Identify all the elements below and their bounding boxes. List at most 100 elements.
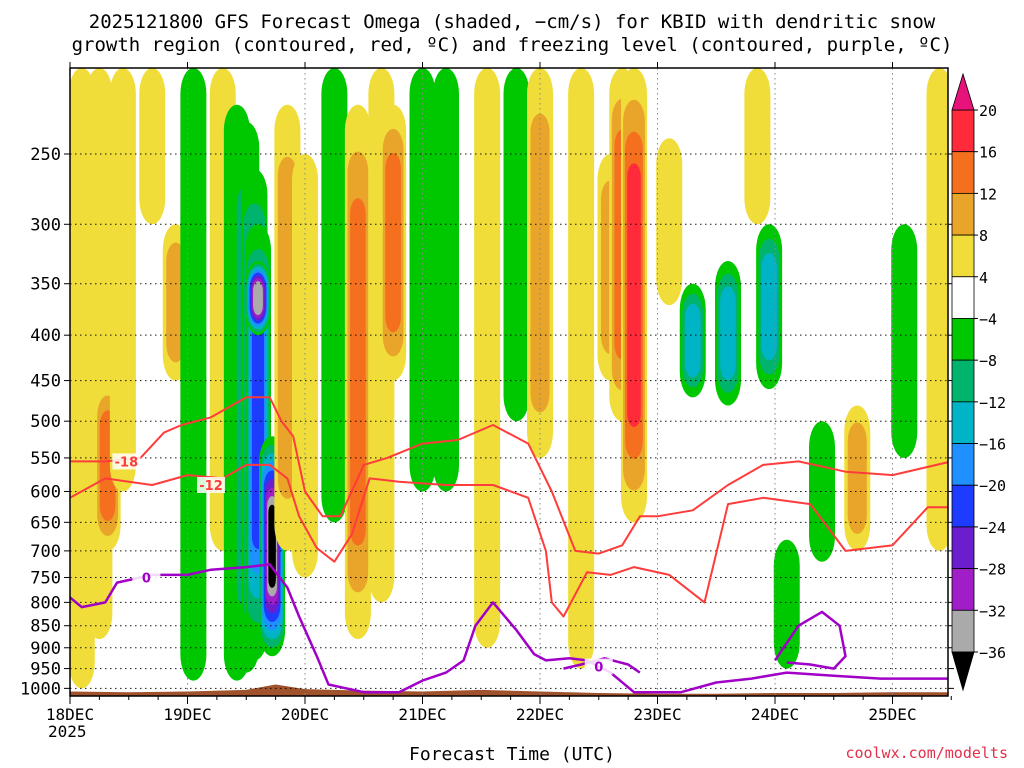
y-tick-label: 450: [30, 372, 61, 392]
colorbar-swatch: [951, 568, 975, 611]
omega-cell: [169, 260, 182, 345]
red-contour-label-bg: [197, 476, 225, 493]
colorbar-swatch: [951, 484, 975, 528]
colorbar-tick-label: −16: [979, 436, 1006, 454]
omega-cell: [931, 152, 948, 467]
omega-cell: [326, 147, 343, 443]
y-tick-label: 700: [30, 542, 61, 562]
x-tick-label: 21DEC: [398, 705, 446, 724]
purple-contour: [70, 563, 948, 694]
colorbar-swatch: [951, 359, 975, 403]
x-tick-sublabel: 2025: [48, 722, 87, 741]
colorbar-tick-label: −28: [979, 561, 1006, 579]
purple-contour-label: 0: [594, 661, 603, 676]
y-tick-label: 750: [30, 568, 61, 588]
x-tick-label: 20DEC: [281, 705, 329, 724]
purple-contour: [563, 657, 641, 674]
y-tick-label: 800: [30, 593, 61, 613]
x-tick-label: 25DEC: [868, 705, 916, 724]
colorbar-bottom-arrow: [951, 651, 975, 692]
y-tick-label: 900: [30, 639, 61, 659]
colorbar: 20 16 12 8 4 −4 −8 −12 −16 −20 −24 −28 −32 −36: [951, 72, 1006, 692]
colorbar-swatch: [951, 234, 975, 278]
colorbar-swatch: [951, 318, 975, 361]
x-axis-label: Forecast Time (UTC): [409, 744, 615, 765]
colorbar-tick-label: −4: [979, 310, 997, 328]
colorbar-swatch: [951, 192, 975, 236]
x-tick-label: 18DEC: [46, 705, 94, 724]
colorbar-tick-label: −32: [979, 602, 1006, 620]
omega-cell: [297, 228, 313, 504]
y-axis-pressure: 2503003504004505005506006507007508008509…: [20, 145, 954, 699]
x-tick-label: 24DEC: [751, 705, 799, 724]
colorbar-tick-label: 16: [979, 144, 997, 162]
y-tick-label: 600: [30, 482, 61, 502]
red-contour: [70, 396, 948, 555]
colorbar-swatch: [951, 109, 975, 153]
y-tick-label: 950: [30, 660, 61, 680]
y-tick-label: 550: [30, 449, 61, 469]
omega-cell: [508, 129, 525, 360]
red-contour-label: -12: [199, 479, 223, 494]
omega-cell: [281, 208, 294, 447]
red-contour: [70, 463, 948, 618]
omega-cell: [778, 562, 795, 647]
plot-frame: [69, 67, 949, 697]
colorbar-tick-label: 20: [979, 102, 997, 120]
omega-cell: [438, 142, 454, 418]
omega-cell: [254, 284, 262, 313]
omega-cell: [352, 245, 364, 499]
x-tick-label: 19DEC: [163, 705, 211, 724]
colorbar-swatch: [951, 151, 975, 194]
y-tick-label: 400: [30, 326, 61, 346]
colorbar-tick-label: 4: [979, 269, 988, 287]
omega-cell: [896, 265, 913, 418]
omega-cell: [749, 95, 766, 197]
omega-cell: [185, 175, 202, 574]
purple-contour-label: 0: [142, 571, 151, 586]
omega-cell: [144, 95, 161, 197]
credit-link[interactable]: coolwx.com/modelts: [845, 744, 1008, 762]
omega-cell: [533, 158, 547, 367]
omega-cell: [814, 445, 830, 538]
contours-layer: -18 -12 0 0: [70, 396, 948, 694]
terrain-area: [70, 684, 948, 696]
colorbar-swatch: [951, 443, 975, 486]
red-contour-label-bg: [112, 453, 141, 470]
y-tick-label: 850: [30, 617, 61, 637]
colorbar-tick-label: −24: [979, 519, 1006, 537]
omega-cell: [722, 298, 734, 368]
y-tick-label: 650: [30, 513, 61, 533]
purple-contour-label-bg: [132, 569, 161, 586]
omega-cell: [661, 167, 678, 276]
y-tick-label: 350: [30, 275, 61, 295]
chart-title-line2: growth region (contoured, red, ºC) and f…: [71, 34, 953, 56]
colorbar-swatch: [951, 526, 975, 570]
colorbar-swatch: [951, 401, 975, 444]
colorbar-tick-label: −12: [979, 394, 1006, 412]
colorbar-tick-label: −36: [979, 644, 1006, 662]
omega-cell: [763, 267, 775, 346]
colorbar-swatch: [951, 609, 975, 653]
omega-cell: [851, 439, 864, 517]
x-tick-label: 22DEC: [516, 705, 564, 724]
terrain-fill: [70, 684, 948, 696]
omega-cell: [73, 176, 90, 580]
omega-cell: [115, 142, 131, 418]
chart-title-line1: 2025121800 GFS Forecast Omega (shaded, −…: [88, 11, 936, 33]
omega-cell: [387, 177, 399, 309]
omega-cell: [629, 195, 639, 396]
y-tick-label: 1000: [20, 679, 61, 699]
y-tick-label: 500: [30, 412, 61, 432]
y-tick-label: 300: [30, 215, 61, 235]
colorbar-tick-label: 8: [979, 227, 988, 245]
colorbar-top-arrow: [951, 72, 975, 111]
colorbar-tick-label: −8: [979, 352, 997, 370]
x-tick-label: 23DEC: [633, 705, 681, 724]
colorbar-tick-label: −20: [979, 477, 1006, 495]
omega-cell: [687, 313, 698, 368]
purple-contour-label-bg: [584, 658, 613, 675]
colorbar-swatch: [951, 276, 975, 319]
